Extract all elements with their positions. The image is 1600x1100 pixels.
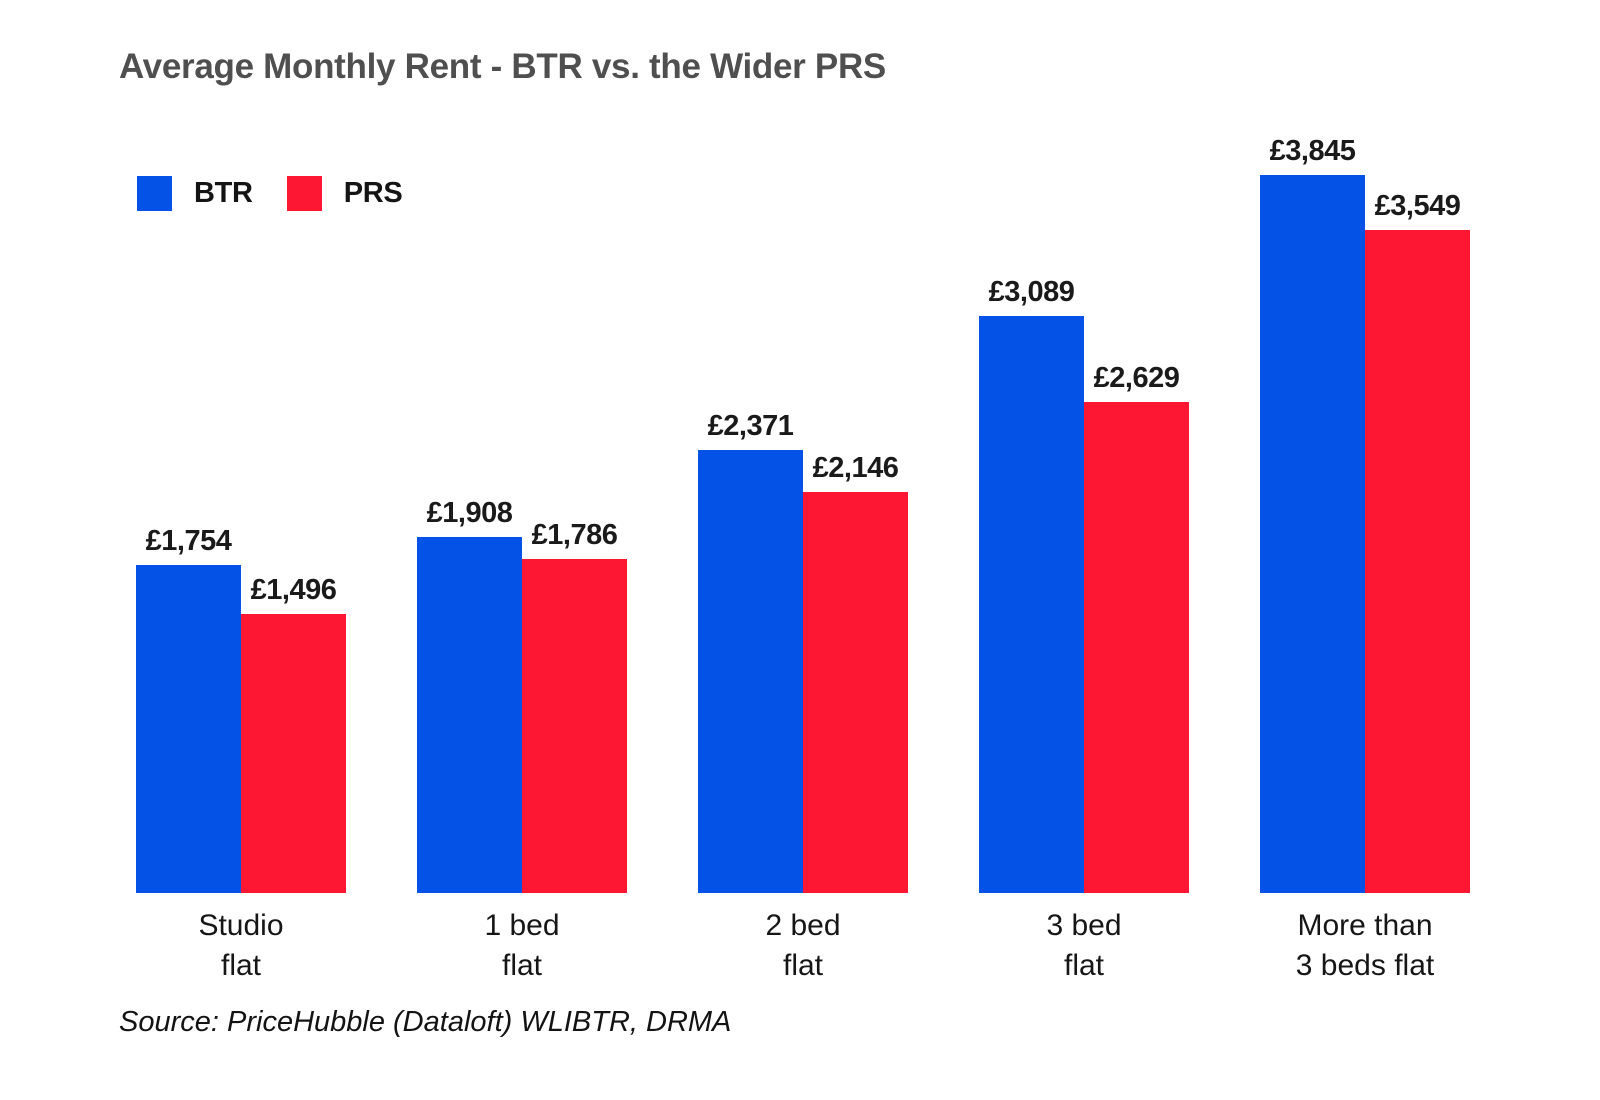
chart-title: Average Monthly Rent - BTR vs. the Wider… xyxy=(119,47,886,86)
x-axis-labels: Studio flat 1 bed flat 2 bed flat 3 bed flat Mor… xyxy=(136,906,1470,986)
legend: BTR PRS xyxy=(137,176,403,211)
bar-value-label: £1,908 xyxy=(426,497,513,529)
category-label: More than 3 beds flat xyxy=(1260,906,1470,986)
category-label-line: flat xyxy=(220,949,262,982)
bar-btr xyxy=(698,450,803,893)
plot-area: £1,754 £1,496 £1,908 £1,786 £2,371 £2,146 £3,0… xyxy=(136,133,1470,893)
bar-value-label: £1,786 xyxy=(531,519,618,551)
bar-prs xyxy=(522,559,627,893)
bar-value-label: £2,629 xyxy=(1093,362,1180,394)
category-label-line: 1 bed xyxy=(484,909,560,942)
source-note: Source: PriceHubble (Dataloft) WLIBTR, D… xyxy=(119,1006,732,1038)
bar-column-prs: £2,146 xyxy=(803,454,908,893)
bar-value-label: £2,371 xyxy=(707,410,794,442)
bar-btr xyxy=(136,565,241,893)
category-label: 3 bed flat xyxy=(979,906,1189,986)
category-label: 1 bed flat xyxy=(417,906,627,986)
bar-column-btr: £3,089 xyxy=(979,278,1084,893)
category-label-line: 2 bed xyxy=(765,909,841,942)
bar-column-prs: £3,549 xyxy=(1365,192,1470,893)
category-label: Studio flat xyxy=(136,906,346,986)
bar-prs xyxy=(803,492,908,893)
bar-value-label: £3,549 xyxy=(1374,190,1461,222)
bar-value-label: £1,754 xyxy=(145,525,232,557)
category-label: 2 bed flat xyxy=(698,906,908,986)
category-label-line: Studio xyxy=(198,909,284,942)
category-label-line: 3 beds flat xyxy=(1295,949,1435,982)
bar-group: £1,754 £1,496 xyxy=(136,527,346,893)
bar-group: £2,371 £2,146 xyxy=(698,412,908,893)
legend-label-prs: PRS xyxy=(343,177,403,209)
legend-item-prs: PRS xyxy=(286,176,403,211)
btr-swatch-icon xyxy=(137,176,172,211)
category-label-line: More than xyxy=(1297,909,1433,942)
bar-group: £1,908 £1,786 xyxy=(417,499,627,893)
bar-value-label: £3,845 xyxy=(1269,135,1356,167)
bar-prs xyxy=(241,614,346,893)
prs-swatch-icon xyxy=(286,176,322,211)
bar-column-prs: £1,496 xyxy=(241,576,346,893)
category-label-line: flat xyxy=(782,949,824,982)
bar-column-btr: £2,371 xyxy=(698,412,803,893)
bar-value-label: £3,089 xyxy=(988,276,1075,308)
bar-column-prs: £1,786 xyxy=(522,521,627,893)
bar-value-label: £1,496 xyxy=(250,574,337,606)
bar-group: £3,845 £3,549 xyxy=(1260,137,1470,893)
bar-column-btr: £3,845 xyxy=(1260,137,1365,893)
bar-prs xyxy=(1084,402,1189,893)
bar-btr xyxy=(417,537,522,893)
bar-group: £3,089 £2,629 xyxy=(979,278,1189,893)
bar-btr xyxy=(1260,175,1365,893)
bar-column-btr: £1,754 xyxy=(136,527,241,893)
legend-item-btr: BTR xyxy=(137,176,253,211)
bar-value-label: £2,146 xyxy=(812,452,899,484)
category-label-line: 3 bed xyxy=(1046,909,1122,942)
bar-prs xyxy=(1365,230,1470,893)
bar-btr xyxy=(979,316,1084,893)
category-label-line: flat xyxy=(501,949,543,982)
legend-label-btr: BTR xyxy=(194,177,253,209)
category-label-line: flat xyxy=(1063,949,1105,982)
bar-column-prs: £2,629 xyxy=(1084,364,1189,893)
bar-column-btr: £1,908 xyxy=(417,499,522,893)
